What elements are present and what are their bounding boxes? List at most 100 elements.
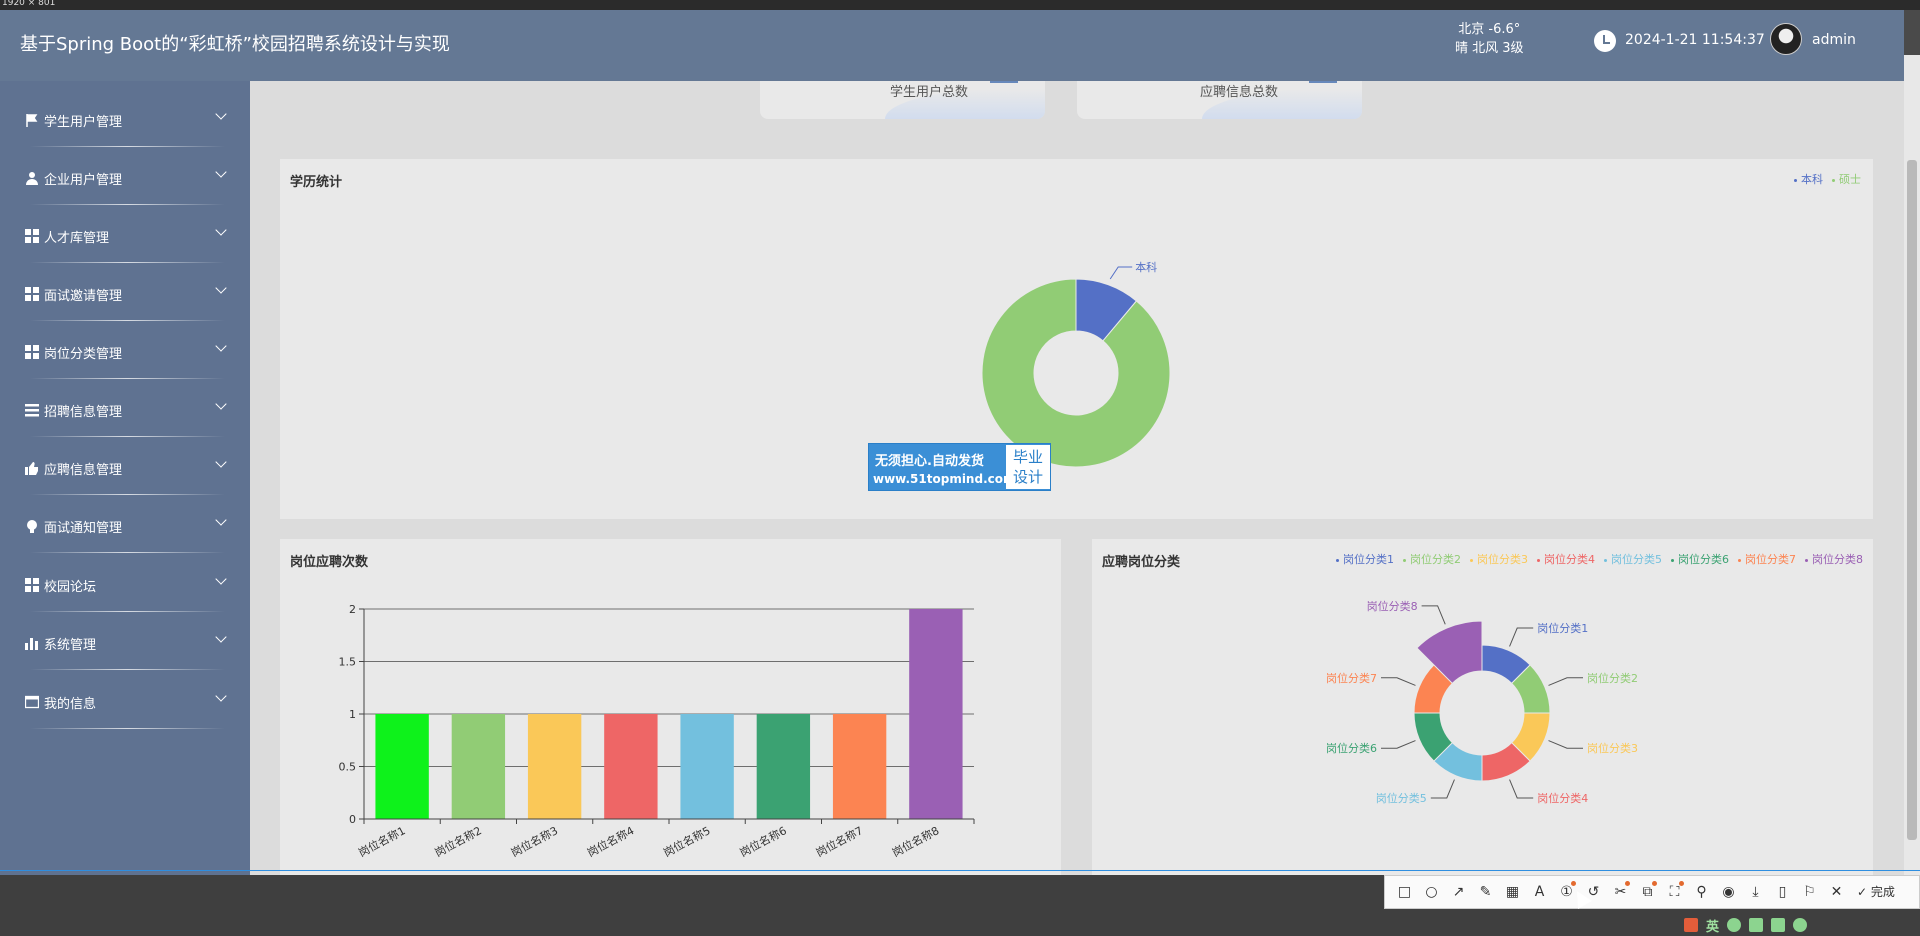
grid-icon — [25, 229, 39, 243]
y-tick-label: 2 — [349, 603, 356, 616]
sidebar-item-job-posts[interactable]: 招聘信息管理 — [0, 381, 250, 439]
chevron-down-icon — [215, 690, 227, 702]
done-button[interactable]: ✓ 完成 — [1850, 878, 1902, 906]
x-tick-label: 岗位名称7 — [813, 823, 865, 859]
legend-item[interactable]: 岗位分类7 — [1738, 551, 1796, 567]
divider — [30, 728, 225, 729]
bar — [756, 714, 811, 819]
arrow-icon[interactable]: ↗ — [1452, 884, 1465, 900]
cut-icon[interactable]: ✂ — [1607, 878, 1634, 906]
weather-city-temp: 北京 -6.6° — [1458, 22, 1521, 37]
x-tick-label: 岗位名称1 — [356, 823, 408, 859]
shirt-icon[interactable] — [1771, 918, 1786, 932]
legend-item[interactable]: 岗位分类2 — [1403, 551, 1461, 567]
bar — [451, 714, 506, 819]
y-tick-label: 0.5 — [339, 761, 357, 774]
watermark: 无须担心.自动发货 www.51topmind.com 毕业设计 — [868, 443, 1051, 491]
sidebar: 学生用户管理 企业用户管理 人才库管理 面试邀请管理 岗位分类管理 招聘信息管理… — [0, 81, 250, 936]
stat-icon — [990, 81, 1018, 83]
legend-item[interactable]: 岗位分类6 — [1671, 551, 1729, 567]
avatar[interactable] — [1770, 23, 1802, 55]
legend-label: 岗位分类7 — [1745, 553, 1796, 566]
scan-icon[interactable]: ⛶ — [1661, 878, 1688, 906]
divider — [30, 552, 225, 553]
chart-legend: 岗位分类1 岗位分类2 岗位分类3 岗位分类4 岗位分类5 岗位分类6 岗位分类7 岗位分类8 — [1336, 551, 1863, 567]
bar-chart-icon — [25, 638, 38, 650]
rose-slice — [1416, 620, 1483, 685]
sidebar-item-label: 应聘信息管理 — [44, 463, 123, 478]
capture-size-label: 1920 × 801 — [2, 0, 56, 8]
sidebar-item-talent-pool[interactable]: 人才库管理 — [0, 207, 250, 265]
sidebar-item-label: 学生用户管理 — [44, 115, 123, 130]
legend-item[interactable]: 岗位分类5 — [1604, 551, 1662, 567]
bar — [527, 714, 582, 819]
divider — [30, 669, 225, 670]
keyboard-icon[interactable] — [1749, 918, 1764, 932]
legend-dot — [1336, 558, 1339, 562]
bar — [909, 609, 963, 819]
legend-dot — [1403, 558, 1406, 562]
legend-label: 岗位分类5 — [1611, 553, 1662, 566]
legend-item[interactable]: 岗位分类4 — [1537, 551, 1595, 567]
pen-icon[interactable]: ✎ — [1479, 884, 1492, 900]
mosaic-icon[interactable]: ▦ — [1505, 884, 1520, 900]
sidebar-item-job-categories[interactable]: 岗位分类管理 — [0, 323, 250, 381]
list-icon — [25, 404, 39, 417]
bookmark-icon[interactable]: ▯ — [1778, 884, 1787, 900]
y-tick-label: 1 — [349, 708, 356, 721]
username[interactable]: admin — [1812, 32, 1856, 48]
sidebar-item-company-users[interactable]: 企业用户管理 — [0, 149, 250, 207]
slice-label: 岗位分类6 — [1326, 741, 1377, 755]
sidebar-item-interview-invites[interactable]: 面试邀请管理 — [0, 265, 250, 323]
pin-icon[interactable]: ⚲ — [1696, 884, 1707, 900]
scrollbar-thumb[interactable] — [1907, 160, 1917, 840]
sidebar-item-student-users[interactable]: 学生用户管理 — [0, 91, 250, 149]
close-icon[interactable]: ✕ — [1830, 884, 1843, 900]
rect-icon[interactable]: □ — [1397, 884, 1412, 900]
slice-label-line — [1430, 779, 1455, 799]
legend-item[interactable]: 本科 — [1794, 171, 1823, 187]
number-icon[interactable]: ① — [1553, 878, 1580, 906]
weather-widget: 北京 -6.6° 晴 北风 3级 — [1455, 20, 1524, 58]
sidebar-item-my-info[interactable]: 我的信息 — [0, 673, 250, 731]
sidebar-item-forum[interactable]: 校园论坛 — [0, 556, 250, 614]
chart-title: 应聘岗位分类 — [1102, 555, 1181, 570]
current-datetime: 2024-1-21 11:54:37 — [1625, 32, 1765, 48]
user-icon — [26, 172, 38, 185]
chevron-down-icon — [215, 631, 227, 643]
clock-icon — [1594, 30, 1616, 52]
capture-selection-edge — [0, 870, 1920, 871]
ime-indicator[interactable]: 英 — [1706, 919, 1720, 935]
gear-icon[interactable] — [1793, 918, 1808, 932]
slice-label: 岗位分类7 — [1326, 671, 1377, 685]
legend-label: 本科 — [1801, 173, 1823, 186]
text-icon[interactable]: A — [1534, 884, 1545, 900]
education-chart-panel: 学历统计 本科 硕士 本科 — [280, 159, 1873, 519]
copy-icon[interactable]: ⧉ — [1634, 878, 1661, 906]
divider — [30, 611, 225, 612]
slice-label-line — [1421, 605, 1446, 625]
legend-item[interactable]: 岗位分类1 — [1336, 551, 1394, 567]
sidebar-item-system[interactable]: 系统管理 — [0, 614, 250, 672]
undo-icon[interactable]: ↺ — [1587, 884, 1600, 900]
circle-icon[interactable]: ○ — [1425, 884, 1438, 900]
download-icon[interactable]: ⤓ — [1752, 884, 1759, 900]
slice-label: 岗位分类4 — [1537, 791, 1588, 805]
moon-icon[interactable] — [1727, 918, 1742, 932]
slice-label-line — [1509, 627, 1534, 647]
slice-label-line — [1381, 740, 1416, 749]
record-icon[interactable]: ◉ — [1722, 884, 1735, 900]
flag-icon[interactable]: ⚐ — [1803, 884, 1816, 900]
legend-item[interactable]: 岗位分类8 — [1805, 551, 1863, 567]
legend-item[interactable]: 岗位分类3 — [1470, 551, 1528, 567]
sidebar-item-interview-notices[interactable]: 面试通知管理 — [0, 497, 250, 555]
legend-item[interactable]: 硕士 — [1832, 171, 1861, 187]
legend-label: 岗位分类4 — [1544, 553, 1595, 566]
sidebar-item-applications[interactable]: 应聘信息管理 — [0, 439, 250, 497]
scrollbar[interactable] — [1904, 55, 1920, 875]
sidebar-item-label: 招聘信息管理 — [44, 405, 123, 420]
legend-dot — [1832, 178, 1835, 182]
watermark-line1: 无须担心.自动发货 — [875, 454, 984, 469]
badge-dot — [1625, 881, 1630, 886]
app-tray-icon[interactable] — [1684, 918, 1698, 932]
